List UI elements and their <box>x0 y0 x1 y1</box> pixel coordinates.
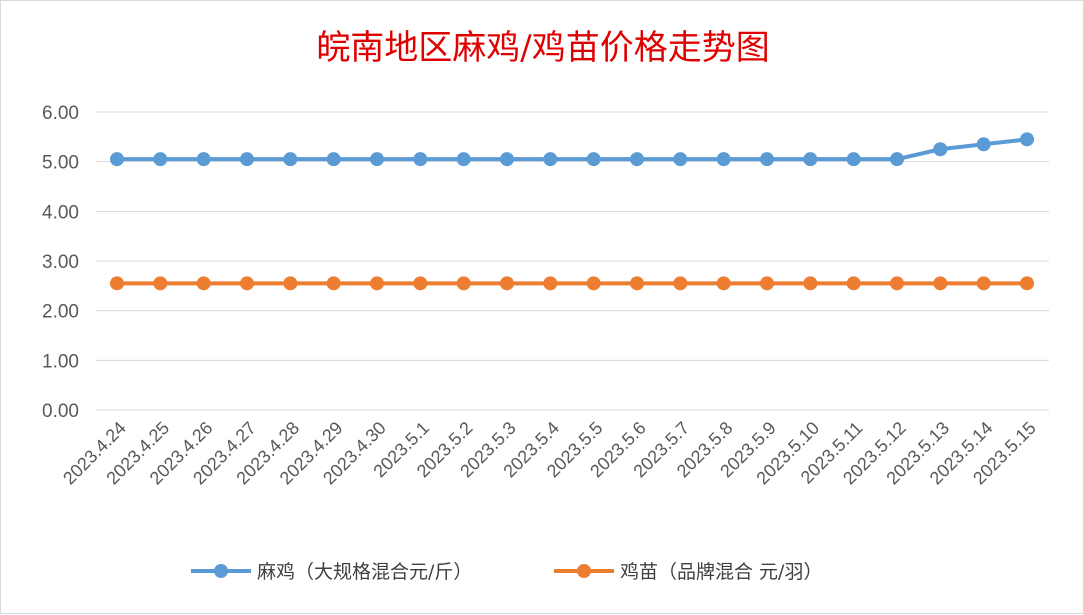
data-point <box>543 152 558 167</box>
data-point <box>1020 132 1034 147</box>
data-point <box>283 276 298 291</box>
data-point <box>500 152 514 167</box>
legend-label: 鸡苗（品牌混合 元/羽） <box>620 561 822 583</box>
data-point <box>976 137 991 152</box>
data-point <box>196 152 211 167</box>
data-point <box>803 276 818 291</box>
y-axis-ticks: 0.00 1.00 2.00 3.00 4.00 5.00 6.00 <box>42 103 79 422</box>
y-tick-label: 5.00 <box>42 153 79 174</box>
legend: 麻鸡（大规格混合元/斤） 鸡苗（品牌混合 元/羽） <box>191 561 822 583</box>
legend-swatch-marker <box>214 564 228 578</box>
y-tick-label: 0.00 <box>42 401 79 422</box>
data-point <box>803 152 818 167</box>
data-point <box>456 276 471 291</box>
legend-swatch-marker <box>577 564 591 578</box>
data-point <box>240 276 254 291</box>
data-point <box>933 142 948 157</box>
data-point <box>153 276 168 291</box>
legend-item-1: 麻鸡（大规格混合元/斤） <box>191 561 472 583</box>
y-tick-label: 1.00 <box>42 351 79 372</box>
data-point <box>890 276 904 291</box>
legend-item-2: 鸡苗（品牌混合 元/羽） <box>554 561 822 583</box>
chart-title: 皖南地区麻鸡/鸡苗价格走势图 <box>316 28 769 68</box>
data-point <box>673 152 688 167</box>
series-2 <box>110 276 1034 291</box>
y-tick-label: 2.00 <box>42 302 79 323</box>
data-point <box>326 152 341 167</box>
data-point <box>846 276 861 291</box>
data-point <box>586 276 601 291</box>
data-point <box>630 276 644 291</box>
data-point <box>196 276 211 291</box>
data-point <box>500 276 514 291</box>
data-point <box>976 276 991 291</box>
data-point <box>413 152 428 167</box>
data-point <box>543 276 558 291</box>
data-point <box>110 276 124 291</box>
data-point <box>370 276 384 291</box>
series-layer <box>110 132 1034 291</box>
y-tick-label: 6.00 <box>42 103 79 124</box>
data-point <box>153 152 168 167</box>
data-point <box>370 152 384 167</box>
data-point <box>673 276 688 291</box>
data-point <box>716 152 731 167</box>
series-line <box>117 137 1028 162</box>
data-point <box>890 152 904 167</box>
data-point <box>283 152 298 167</box>
data-point <box>240 152 254 167</box>
data-point <box>456 152 471 167</box>
data-point <box>110 152 124 167</box>
data-point <box>586 152 601 167</box>
series-1 <box>110 132 1034 167</box>
data-point <box>716 276 731 291</box>
data-point <box>1020 276 1034 291</box>
data-point <box>630 152 644 167</box>
legend-label: 麻鸡（大规格混合元/斤） <box>257 561 472 583</box>
data-point <box>760 152 774 167</box>
data-point <box>413 276 428 291</box>
data-point <box>326 276 341 291</box>
y-tick-label: 4.00 <box>42 202 79 223</box>
grid-lines <box>96 111 1049 411</box>
y-tick-label: 3.00 <box>42 252 79 273</box>
x-axis-ticks: 2023.4.242023.4.252023.4.262023.4.272023… <box>59 418 1040 489</box>
data-point <box>933 276 948 291</box>
data-point <box>760 276 774 291</box>
data-point <box>846 152 861 167</box>
